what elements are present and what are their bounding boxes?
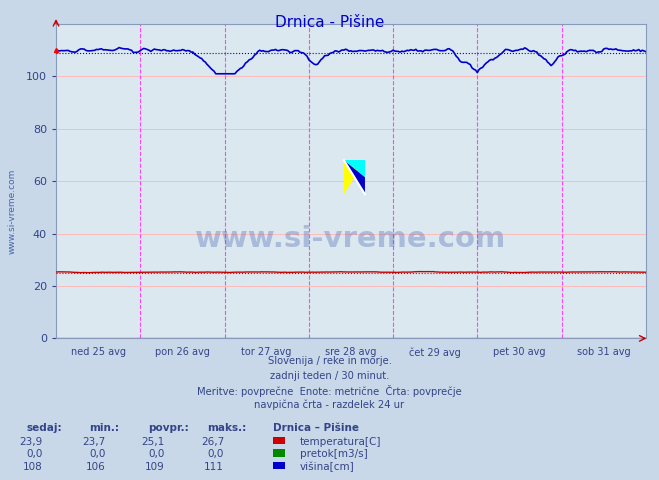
Text: povpr.:: povpr.:: [148, 423, 189, 433]
Text: maks.:: maks.:: [208, 423, 247, 433]
Text: temperatura[C]: temperatura[C]: [300, 437, 382, 447]
Text: 23,7: 23,7: [82, 437, 105, 447]
Text: 25,1: 25,1: [142, 437, 165, 447]
Text: pretok[m3/s]: pretok[m3/s]: [300, 449, 368, 459]
Text: Drnica – Pišine: Drnica – Pišine: [273, 423, 360, 433]
Text: 106: 106: [86, 462, 105, 472]
Text: 0,0: 0,0: [26, 449, 43, 459]
Polygon shape: [344, 160, 365, 194]
Text: sre 28 avg: sre 28 avg: [326, 347, 376, 357]
Text: Meritve: povprečne  Enote: metrične  Črta: povprečje: Meritve: povprečne Enote: metrične Črta:…: [197, 385, 462, 397]
Text: www.si-vreme.com: www.si-vreme.com: [195, 225, 507, 253]
Text: čet 29 avg: čet 29 avg: [409, 347, 461, 358]
Text: 26,7: 26,7: [201, 437, 224, 447]
Text: 0,0: 0,0: [148, 449, 165, 459]
Text: sedaj:: sedaj:: [26, 423, 62, 433]
Polygon shape: [344, 160, 365, 177]
Text: pet 30 avg: pet 30 avg: [493, 347, 546, 357]
Text: Slovenija / reke in morje.: Slovenija / reke in morje.: [268, 356, 391, 366]
Text: zadnji teden / 30 minut.: zadnji teden / 30 minut.: [270, 371, 389, 381]
Text: sob 31 avg: sob 31 avg: [577, 347, 631, 357]
Text: min.:: min.:: [89, 423, 119, 433]
Text: 0,0: 0,0: [89, 449, 105, 459]
Text: ned 25 avg: ned 25 avg: [71, 347, 126, 357]
Text: tor 27 avg: tor 27 avg: [241, 347, 292, 357]
Text: Drnica - Pišine: Drnica - Pišine: [275, 15, 384, 30]
Text: 23,9: 23,9: [20, 437, 43, 447]
Text: 109: 109: [145, 462, 165, 472]
Text: 111: 111: [204, 462, 224, 472]
Text: 108: 108: [23, 462, 43, 472]
Text: navpična črta - razdelek 24 ur: navpična črta - razdelek 24 ur: [254, 399, 405, 410]
Text: www.si-vreme.com: www.si-vreme.com: [8, 168, 17, 254]
Text: višina[cm]: višina[cm]: [300, 462, 355, 472]
Text: 0,0: 0,0: [208, 449, 224, 459]
Text: pon 26 avg: pon 26 avg: [155, 347, 210, 357]
Polygon shape: [344, 160, 365, 194]
